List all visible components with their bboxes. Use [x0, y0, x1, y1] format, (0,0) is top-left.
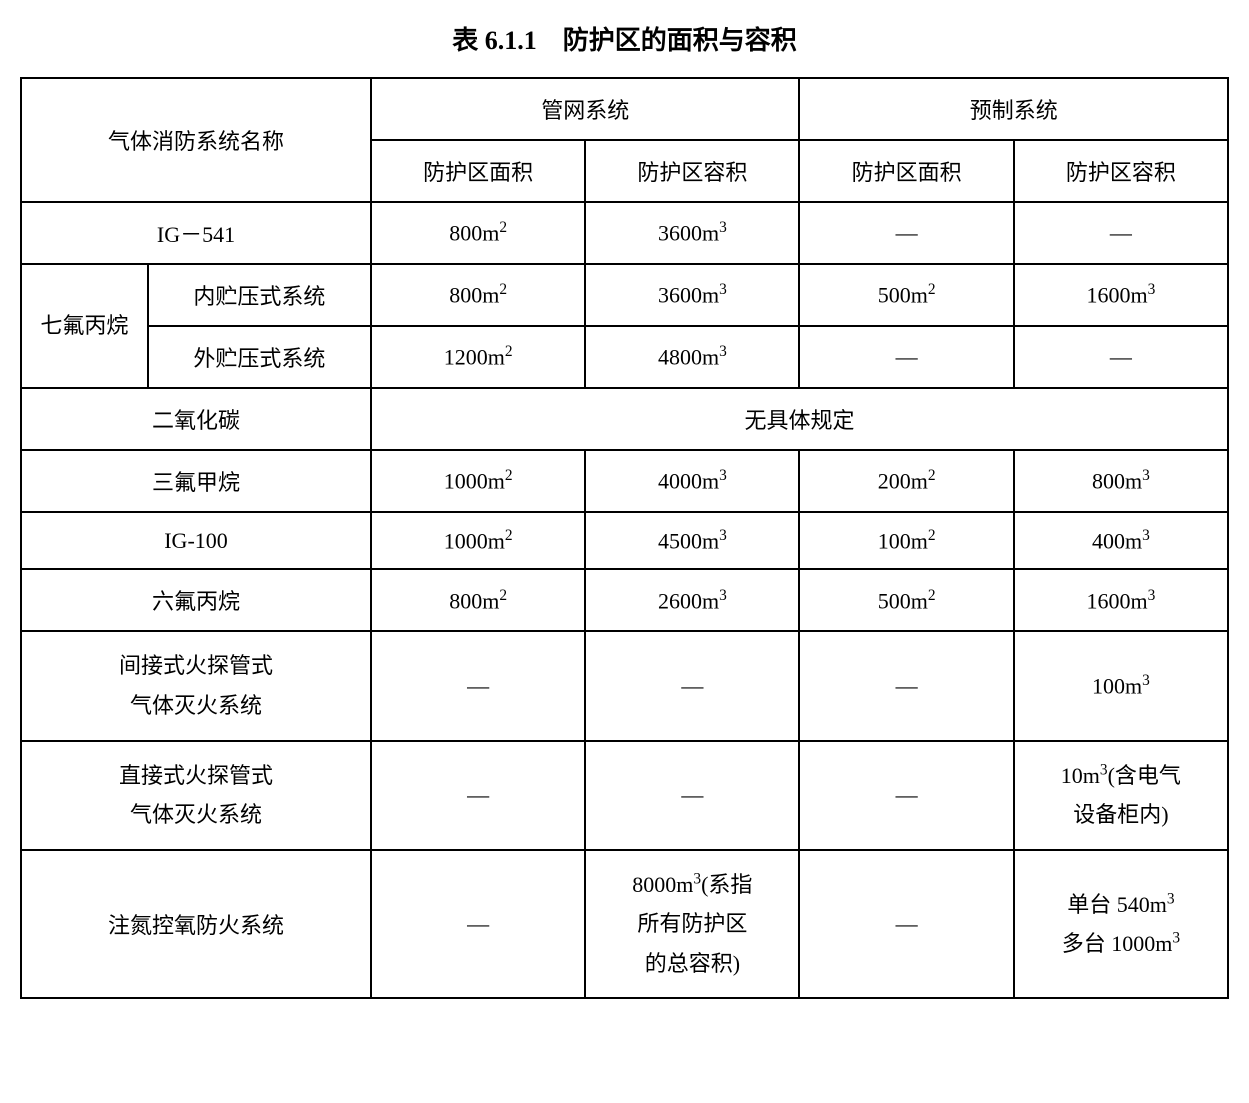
cell-pipe-area: 800m2 — [371, 569, 585, 631]
cell-system-name: 三氟甲烷 — [21, 450, 371, 512]
cell-pipe-area: — — [371, 741, 585, 850]
cell-prefab-volume: 400m3 — [1014, 512, 1228, 569]
table-row: IG－541 800m2 3600m3 — — — [21, 202, 1228, 264]
cell-system-name: IG-100 — [21, 512, 371, 569]
table-row: 注氮控氧防火系统 — 8000m3(系指所有防护区的总容积) — 单台 540m… — [21, 850, 1228, 999]
header-pipe-area: 防护区面积 — [371, 140, 585, 202]
cell-system-name: 注氮控氧防火系统 — [21, 850, 371, 999]
table-title: 表 6.1.1 防护区的面积与容积 — [20, 20, 1229, 57]
table-row: 二氧化碳 无具体规定 — [21, 388, 1228, 450]
cell-prefab-volume: 1600m3 — [1014, 569, 1228, 631]
table-row: 外贮压式系统 1200m2 4800m3 — — — [21, 326, 1228, 388]
cell-prefab-area: — — [799, 631, 1013, 740]
cell-pipe-area: 800m2 — [371, 264, 585, 326]
cell-pipe-volume: 4800m3 — [585, 326, 799, 388]
cell-system-name: 直接式火探管式气体灭火系统 — [21, 741, 371, 850]
cell-pipe-area: — — [371, 850, 585, 999]
table-row: 七氟丙烷 内贮压式系统 800m2 3600m3 500m2 1600m3 — [21, 264, 1228, 326]
header-prefab-area: 防护区面积 — [799, 140, 1013, 202]
cell-pipe-area: 1000m2 — [371, 512, 585, 569]
cell-prefab-volume: 100m3 — [1014, 631, 1228, 740]
cell-note: 无具体规定 — [371, 388, 1228, 450]
cell-pipe-area: 1000m2 — [371, 450, 585, 512]
header-prefab-volume: 防护区容积 — [1014, 140, 1228, 202]
cell-prefab-area: 200m2 — [799, 450, 1013, 512]
cell-subsystem-name: 内贮压式系统 — [148, 264, 371, 326]
cell-prefab-volume: 800m3 — [1014, 450, 1228, 512]
header-pipe-volume: 防护区容积 — [585, 140, 799, 202]
cell-pipe-area: 1200m2 — [371, 326, 585, 388]
cell-subsystem-name: 外贮压式系统 — [148, 326, 371, 388]
table-row: 间接式火探管式气体灭火系统 — — — 100m3 — [21, 631, 1228, 740]
cell-prefab-area: — — [799, 326, 1013, 388]
cell-pipe-area: 800m2 — [371, 202, 585, 264]
header-prefab: 预制系统 — [799, 78, 1228, 140]
table-row: 三氟甲烷 1000m2 4000m3 200m2 800m3 — [21, 450, 1228, 512]
cell-system-name: IG－541 — [21, 202, 371, 264]
cell-prefab-area: — — [799, 202, 1013, 264]
cell-prefab-area: — — [799, 850, 1013, 999]
cell-prefab-volume: — — [1014, 326, 1228, 388]
cell-pipe-volume: 2600m3 — [585, 569, 799, 631]
table-row: IG-100 1000m2 4500m3 100m2 400m3 — [21, 512, 1228, 569]
cell-prefab-area: 500m2 — [799, 264, 1013, 326]
cell-pipe-volume: 3600m3 — [585, 264, 799, 326]
cell-pipe-area: — — [371, 631, 585, 740]
cell-prefab-volume: 单台 540m3多台 1000m3 — [1014, 850, 1228, 999]
cell-prefab-area: 500m2 — [799, 569, 1013, 631]
header-pipe-network: 管网系统 — [371, 78, 799, 140]
cell-system-name: 二氧化碳 — [21, 388, 371, 450]
cell-pipe-volume: 3600m3 — [585, 202, 799, 264]
cell-system-name: 六氟丙烷 — [21, 569, 371, 631]
cell-prefab-area: — — [799, 741, 1013, 850]
cell-prefab-volume: 10m3(含电气设备柜内) — [1014, 741, 1228, 850]
cell-pipe-volume: 4000m3 — [585, 450, 799, 512]
protection-area-volume-table: 气体消防系统名称 管网系统 预制系统 防护区面积 防护区容积 防护区面积 防护区… — [20, 77, 1229, 999]
cell-prefab-volume: 1600m3 — [1014, 264, 1228, 326]
table-row: 六氟丙烷 800m2 2600m3 500m2 1600m3 — [21, 569, 1228, 631]
cell-pipe-volume: 8000m3(系指所有防护区的总容积) — [585, 850, 799, 999]
cell-prefab-volume: — — [1014, 202, 1228, 264]
cell-group-name: 七氟丙烷 — [21, 264, 148, 388]
table-row: 直接式火探管式气体灭火系统 — — — 10m3(含电气设备柜内) — [21, 741, 1228, 850]
cell-pipe-volume: — — [585, 631, 799, 740]
cell-prefab-area: 100m2 — [799, 512, 1013, 569]
cell-system-name: 间接式火探管式气体灭火系统 — [21, 631, 371, 740]
cell-pipe-volume: — — [585, 741, 799, 850]
cell-pipe-volume: 4500m3 — [585, 512, 799, 569]
header-system-name: 气体消防系统名称 — [21, 78, 371, 202]
